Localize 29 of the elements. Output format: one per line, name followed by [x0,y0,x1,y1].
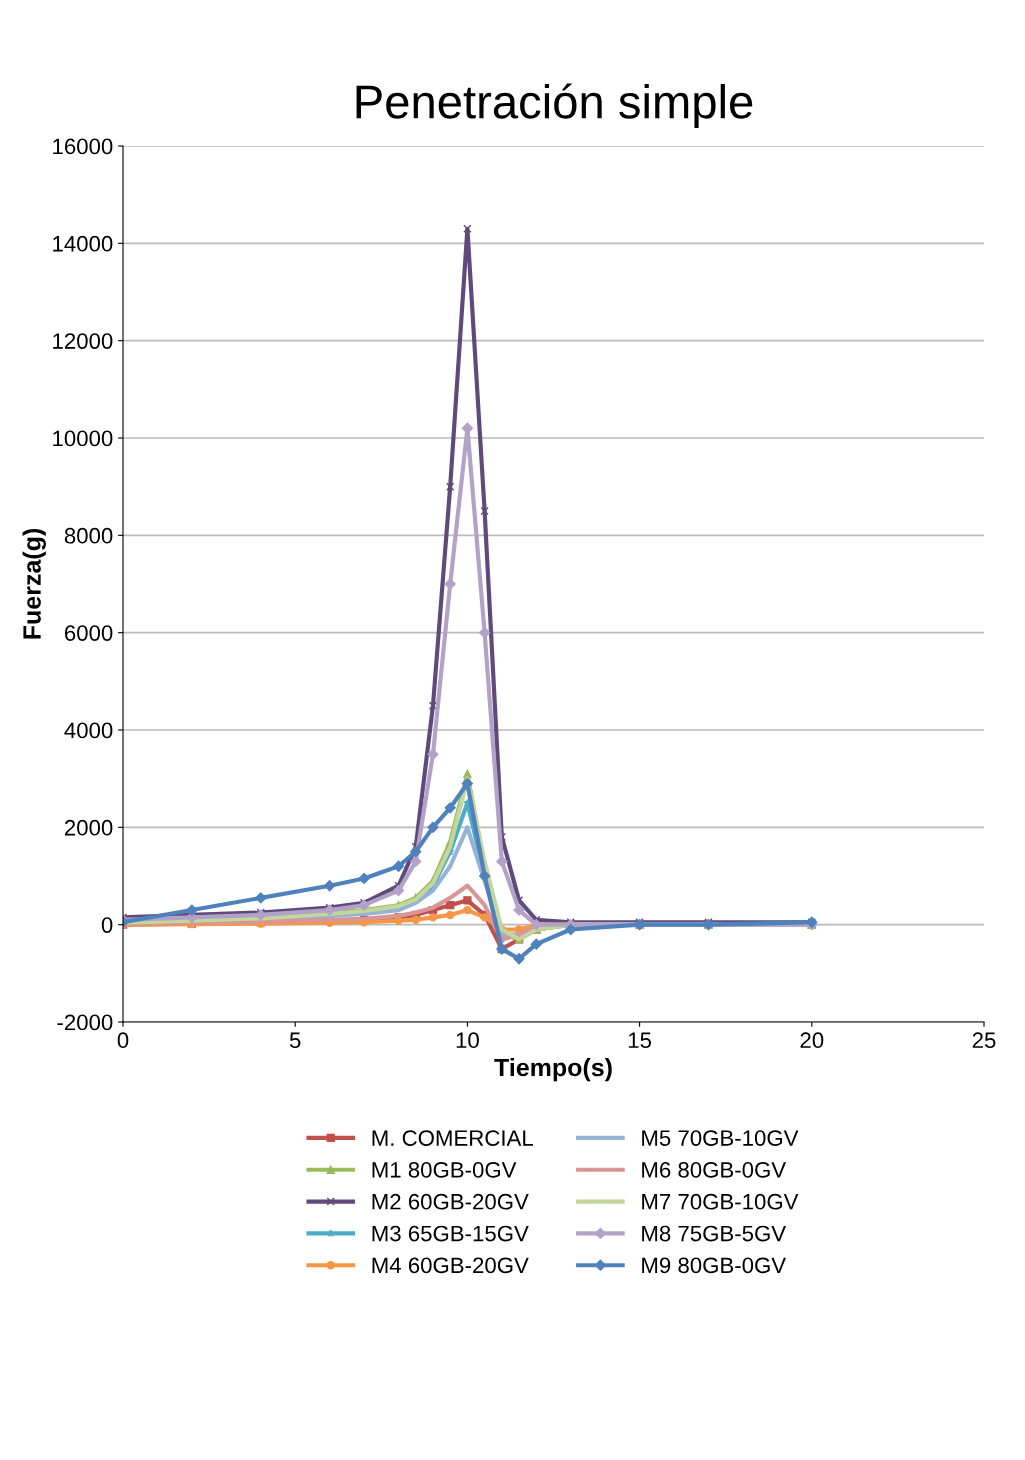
legend-label: M8 75GB-5GV [642,1225,787,1242]
legend-label: M3 65GB-15GV [372,1225,529,1242]
x-tick-label: 5 [289,1032,301,1049]
x-tick-label: 15 [628,1032,652,1049]
legend-label: M2 60GB-20GV [372,1193,529,1210]
y-tick-label: 6000 [64,625,113,641]
y-tick-label: 2000 [64,819,113,836]
y-tick-label: 14000 [53,235,113,252]
y-axis-title: Fuerza(g) [22,528,46,639]
legend-label: M7 70GB-10GV [642,1193,799,1210]
y-tick-label: 0 [101,917,113,933]
y-tick-label: 10000 [53,430,113,447]
legend-label: M5 70GB-10GV [642,1130,799,1146]
legend-label: M1 80GB-0GV [372,1162,517,1178]
legend-label: M9 80GB-0GV [642,1257,787,1274]
chart-title: Penetración simple [356,83,753,129]
x-tick-label: 20 [800,1032,824,1049]
x-axis-title: Tiempo(s) [494,1057,612,1082]
legend-label: M4 60GB-20GV [372,1257,529,1274]
x-tick-label: 0 [117,1032,129,1049]
y-tick-label: -2000 [57,1014,113,1031]
y-tick-label: 8000 [64,527,113,544]
x-tick-label: 10 [456,1032,479,1049]
legend-label: M. COMERCIAL [372,1130,533,1146]
y-tick-label: 4000 [64,722,113,739]
x-tick-label: 25 [972,1032,996,1049]
y-tick-label: 16000 [53,138,113,155]
legend-label: M6 80GB-0GV [642,1162,787,1178]
y-tick-label: 12000 [53,333,113,349]
